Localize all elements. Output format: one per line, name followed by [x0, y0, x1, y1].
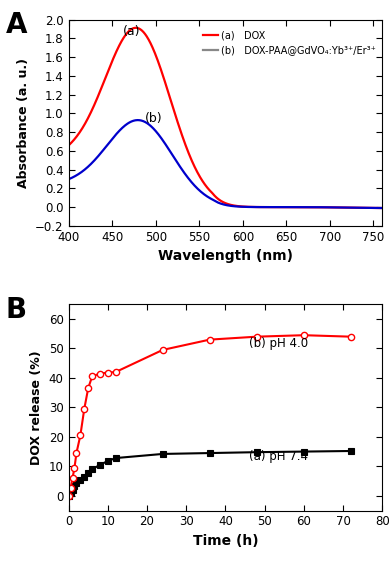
X-axis label: Time (h): Time (h) — [192, 534, 258, 548]
X-axis label: Wavelength (nm): Wavelength (nm) — [158, 249, 293, 263]
Text: A: A — [6, 11, 27, 39]
Text: (b) pH 4.0: (b) pH 4.0 — [249, 337, 308, 350]
Text: (b): (b) — [144, 112, 162, 125]
Y-axis label: Absorbance (a. u.): Absorbance (a. u.) — [17, 58, 30, 188]
Text: B: B — [6, 296, 27, 324]
Legend: (a)   DOX, (b)   DOX-PAA@GdVO₄:Yb³⁺/Er³⁺: (a) DOX, (b) DOX-PAA@GdVO₄:Yb³⁺/Er³⁺ — [201, 29, 377, 57]
Y-axis label: DOX release (%): DOX release (%) — [30, 350, 43, 465]
Text: (a) pH 7.4: (a) pH 7.4 — [249, 450, 308, 463]
Text: (a): (a) — [123, 25, 140, 38]
